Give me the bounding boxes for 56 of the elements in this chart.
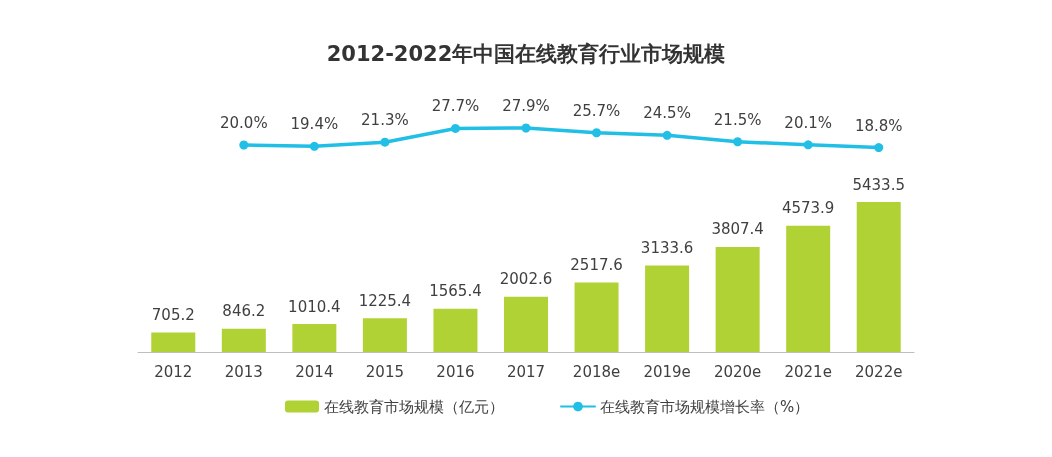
legend-label: 在线教育市场规模增长率（%） bbox=[600, 397, 810, 416]
data-label: 2517.6 bbox=[570, 256, 623, 274]
x-tick-label: 2021e bbox=[784, 362, 832, 381]
data-label: 2002.6 bbox=[499, 270, 553, 289]
data-label: 1225.4 bbox=[358, 291, 412, 310]
point bbox=[874, 143, 884, 153]
bar bbox=[645, 265, 690, 352]
data-label: 27.7% bbox=[431, 97, 480, 116]
point bbox=[239, 140, 249, 150]
bar bbox=[504, 296, 548, 352]
data-label: 24.5% bbox=[643, 104, 691, 123]
data-label: 27.9% bbox=[502, 97, 550, 115]
bar bbox=[292, 324, 337, 352]
point bbox=[662, 130, 672, 140]
data-label: 20.0% bbox=[219, 113, 268, 132]
bar bbox=[574, 282, 619, 352]
data-label: 1010.4 bbox=[288, 297, 341, 316]
data-label: 5433.5 bbox=[852, 175, 905, 194]
data-label: 21.3% bbox=[361, 111, 409, 130]
bar bbox=[856, 202, 901, 352]
x-tick-label: 2016 bbox=[436, 362, 475, 381]
x-tick-label: 2020e bbox=[713, 362, 762, 381]
data-label: 705.2 bbox=[151, 306, 195, 325]
bar bbox=[362, 318, 407, 352]
bar bbox=[221, 328, 266, 352]
data-label: 4573.9 bbox=[781, 199, 835, 218]
x-tick-label: 2012 bbox=[154, 362, 193, 381]
data-label: 846.2 bbox=[222, 302, 266, 321]
x-tick-label: 2014 bbox=[295, 362, 334, 381]
point bbox=[803, 140, 813, 150]
point bbox=[380, 137, 390, 147]
data-label: 3807.4 bbox=[711, 220, 764, 239]
x-tick-label: 2019e bbox=[643, 362, 691, 381]
point bbox=[521, 123, 531, 133]
x-tick-label: 2018e bbox=[572, 362, 621, 381]
data-label: 20.1% bbox=[784, 113, 833, 132]
point bbox=[309, 141, 319, 151]
bar bbox=[715, 246, 760, 352]
x-tick-label: 2015 bbox=[365, 362, 404, 381]
x-tick-label: 2013 bbox=[224, 362, 263, 381]
data-label: 21.5% bbox=[713, 110, 762, 129]
point bbox=[592, 128, 602, 138]
legend-label: 在线教育市场规模（亿元） bbox=[324, 397, 504, 416]
bar bbox=[786, 225, 831, 352]
point bbox=[450, 123, 460, 133]
data-label: 25.7% bbox=[572, 101, 621, 120]
data-label: 3133.6 bbox=[640, 238, 694, 257]
point bbox=[733, 137, 743, 147]
bar bbox=[433, 308, 478, 352]
x-tick-label: 2017 bbox=[506, 362, 546, 381]
data-label: 19.4% bbox=[290, 115, 339, 134]
data-label: 1565.4 bbox=[429, 282, 482, 301]
data-label: 18.8% bbox=[854, 116, 903, 135]
bar bbox=[151, 332, 196, 352]
chart-title: 2012-2022年中国在线教育行业市场规模 bbox=[326, 41, 726, 66]
x-tick-label: 2022e bbox=[855, 362, 903, 381]
